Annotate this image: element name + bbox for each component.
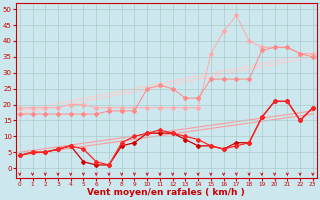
X-axis label: Vent moyen/en rafales ( km/h ): Vent moyen/en rafales ( km/h ) — [87, 188, 245, 197]
